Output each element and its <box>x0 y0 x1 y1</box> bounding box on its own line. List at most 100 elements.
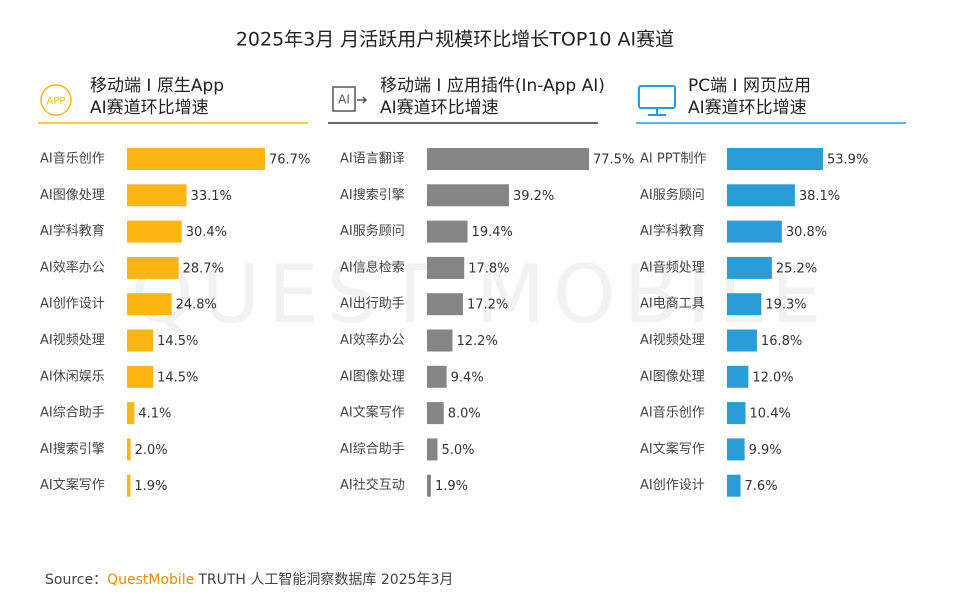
category-label: AI音乐创作 <box>640 405 705 421</box>
bar <box>427 256 465 279</box>
category-label: AI音乐创作 <box>40 151 105 167</box>
category-label: AI图像处理 <box>640 369 705 384</box>
bar <box>727 329 757 352</box>
value-label: 9.9% <box>749 443 782 458</box>
panel-title: AI赛道环比增速 <box>688 97 807 118</box>
value-label: 28.7% <box>183 261 224 276</box>
bar <box>427 438 438 461</box>
value-label: 17.8% <box>468 261 509 276</box>
value-label: 25.2% <box>776 261 817 276</box>
value-label: 9.4% <box>451 370 484 385</box>
bar <box>727 402 746 425</box>
value-label: 30.4% <box>186 225 227 240</box>
value-label: 38.1% <box>799 189 840 204</box>
category-label: AI创作设计 <box>640 478 705 493</box>
category-label: AI搜索引擎 <box>340 188 405 203</box>
category-label: AI文案写作 <box>340 406 405 421</box>
value-label: 12.0% <box>752 370 793 385</box>
panel-title: AI赛道环比增速 <box>380 97 499 118</box>
bar <box>127 365 154 388</box>
value-label: 8.0% <box>448 407 481 422</box>
icon <box>332 86 356 112</box>
value-label: 5.0% <box>441 443 474 458</box>
bar <box>127 402 135 425</box>
bar <box>427 365 447 388</box>
bar <box>427 402 444 425</box>
value-label: 2.0% <box>135 443 168 458</box>
bar <box>127 184 187 207</box>
value-label: 39.2% <box>513 189 554 204</box>
category-label: AI效率办公 <box>40 259 105 275</box>
bar <box>727 365 749 388</box>
value-label: 76.7% <box>269 153 310 168</box>
bar <box>727 184 795 207</box>
category-label: AI休闲娱乐 <box>40 369 105 384</box>
category-label: AI PPT制作 <box>640 152 706 167</box>
category-label: AI服务顾问 <box>340 223 405 239</box>
value-label: 19.3% <box>765 298 806 313</box>
bar <box>427 329 453 352</box>
category-label: AI视频处理 <box>40 333 105 348</box>
chart-title: 2025年3月 月活跃用户规模环比增长TOP10 AI赛道 <box>236 29 674 51</box>
bar <box>127 474 131 497</box>
category-label: AI出行助手 <box>340 297 405 312</box>
category-label: AI图像处理 <box>340 369 405 384</box>
panel-title: AI赛道环比增速 <box>90 97 209 118</box>
category-label: AI创作设计 <box>40 297 105 312</box>
bar <box>427 184 509 207</box>
category-label: AI综合助手 <box>340 442 405 457</box>
value-label: 17.2% <box>467 298 508 313</box>
value-label: 53.9% <box>827 153 868 168</box>
value-label: 10.4% <box>750 407 791 422</box>
value-label: 14.5% <box>157 334 198 349</box>
category-label: AI文案写作 <box>640 442 705 457</box>
value-label: 77.5% <box>593 153 634 168</box>
bar <box>127 293 172 316</box>
source-label: Source： <box>45 572 107 588</box>
category-label: AI搜索引擎 <box>40 442 105 457</box>
bar <box>427 293 463 316</box>
bar <box>127 256 179 279</box>
value-label: 1.9% <box>134 479 167 494</box>
category-label: AI效率办公 <box>340 332 405 348</box>
value-label: 30.8% <box>786 225 827 240</box>
value-label: 1.9% <box>435 479 468 494</box>
source-brand: QuestMobile <box>107 572 194 588</box>
panel-title: PC端 I 网页应用 <box>688 76 811 96</box>
bar <box>127 148 265 170</box>
source-text: TRUTH 人工智能洞察数据库 2025年3月 <box>197 571 453 588</box>
bar <box>727 220 782 243</box>
bar <box>427 220 468 243</box>
category-label: AI服务顾问 <box>640 187 705 203</box>
value-label: 12.2% <box>457 334 498 349</box>
category-label: AI语言翻译 <box>340 152 405 167</box>
value-label: 16.8% <box>761 334 802 349</box>
bar <box>127 220 182 243</box>
value-label: 14.5% <box>157 370 198 385</box>
bar <box>727 256 772 279</box>
bar <box>127 438 131 461</box>
category-label: AI信息检索 <box>340 259 405 275</box>
category-label: AI文案写作 <box>40 478 105 493</box>
category-label: AI社交互动 <box>340 477 405 493</box>
bar <box>427 148 589 170</box>
icon-label: APP <box>47 96 66 107</box>
icon <box>40 84 72 116</box>
bar <box>727 474 741 497</box>
category-label: AI电商工具 <box>640 297 705 312</box>
category-label: AI学科教育 <box>640 223 705 239</box>
source: Source：QuestMobile TRUTH 人工智能洞察数据库 2025年3… <box>45 571 453 588</box>
watermark: QUEST MOBILE <box>131 248 830 341</box>
bar <box>727 438 745 461</box>
value-label: 4.1% <box>138 407 171 422</box>
category-label: AI图像处理 <box>40 188 105 203</box>
bar <box>427 474 431 497</box>
value-label: 33.1% <box>191 189 232 204</box>
icon-label: AI <box>338 93 350 107</box>
bar <box>127 329 154 352</box>
category-label: AI综合助手 <box>40 406 105 421</box>
category-label: AI学科教育 <box>40 223 105 239</box>
value-label: 19.4% <box>472 225 513 240</box>
value-label: 7.6% <box>745 479 778 494</box>
category-label: AI音频处理 <box>640 259 705 275</box>
